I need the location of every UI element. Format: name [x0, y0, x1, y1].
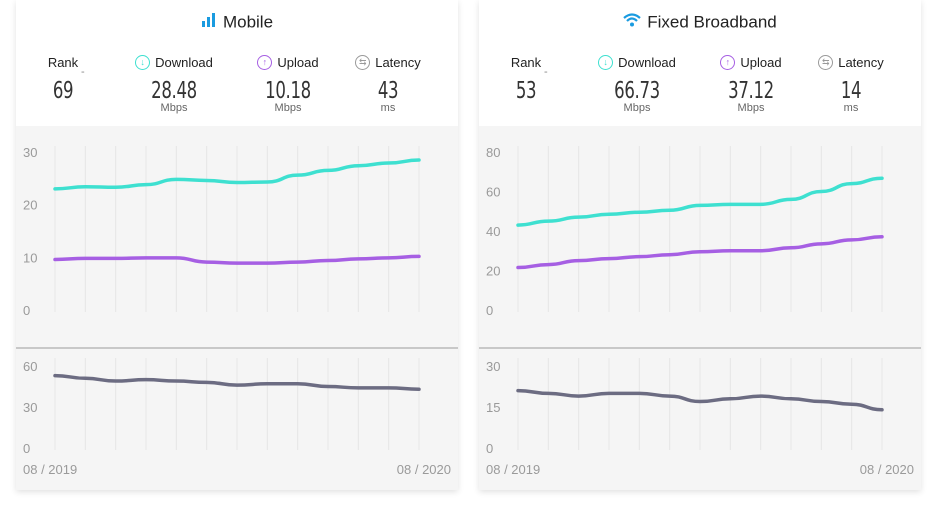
- download-label: ↓ Download: [124, 54, 224, 72]
- latency-unit: ms: [380, 102, 396, 114]
- latency-arrows-icon: ⇆: [355, 55, 371, 71]
- arrow-up-icon: ↑: [720, 55, 736, 71]
- panel-header: Mobile Rank 69 - ↓ Download 28.48 Mbps ↑ U…: [16, 0, 458, 126]
- upload-stat: ↑ Upload 37.12 Mbps: [701, 54, 801, 114]
- download-line: [53, 158, 421, 191]
- latency-stat: ⇆ Latency 14 ms: [801, 54, 901, 114]
- y-tick-label: 40: [486, 224, 500, 239]
- download-unit: Mbps: [623, 102, 651, 114]
- rank-label: Rank: [510, 55, 542, 70]
- latency-stat: ⇆ Latency 43 ms: [338, 54, 438, 114]
- chart-area: 0 10 20 30 0 30 60 08 / 2019 08 / 2020: [16, 126, 458, 490]
- download-stat: ↓ Download 28.48 Mbps: [124, 54, 224, 114]
- upload-value: 10.18: [265, 78, 311, 104]
- y-tick-label: 80: [486, 145, 500, 160]
- latency-line: [516, 388, 884, 412]
- speed-chart: 0 20 40 60 80 0 15 30: [479, 145, 921, 456]
- latency-label: ⇆ Latency: [338, 54, 438, 72]
- upload-stat: ↑ Upload 10.18 Mbps: [238, 54, 338, 114]
- latency-tick-label: 15: [486, 400, 500, 415]
- latency-unit: ms: [843, 102, 859, 114]
- download-line: [516, 176, 884, 227]
- upload-label: ↑ Upload: [701, 54, 801, 72]
- date-start: 08 / 2019: [23, 462, 78, 477]
- speed-chart: 0 10 20 30 0 30 60: [16, 145, 458, 456]
- rank-change: -: [81, 66, 85, 78]
- date-end: 08 / 2020: [859, 462, 914, 477]
- latency-line: [53, 373, 421, 391]
- rank-value: 53: [515, 78, 537, 104]
- upload-unit: Mbps: [737, 102, 765, 114]
- signal-bars-icon: [201, 12, 217, 33]
- wifi-icon: [623, 12, 641, 33]
- latency-tick-label: 0: [486, 441, 493, 456]
- fixed-broadband-panel: Fixed Broadband Rank 53 - ↓ Download 66.7…: [479, 0, 921, 490]
- latency-value: 14: [840, 78, 862, 104]
- y-tick-label: 10: [23, 250, 37, 265]
- y-tick-label: 20: [486, 264, 500, 279]
- date-start: 08 / 2019: [486, 462, 541, 477]
- y-tick-label: 30: [23, 145, 37, 160]
- panel-header: Fixed Broadband Rank 53 - ↓ Download 66.7…: [479, 0, 921, 126]
- y-tick-label: 20: [23, 198, 37, 213]
- latency-tick-label: 60: [23, 359, 37, 374]
- latency-tick-label: 30: [23, 400, 37, 415]
- mobile-panel: Mobile Rank 69 - ↓ Download 28.48 Mbps ↑ U…: [16, 0, 458, 490]
- download-value: 28.48: [151, 78, 197, 104]
- y-tick-label: 60: [486, 185, 500, 200]
- rank-stat: Rank 69: [13, 54, 113, 104]
- rank-change: -: [544, 66, 548, 78]
- rank-value: 69: [52, 78, 74, 104]
- latency-label: ⇆ Latency: [801, 54, 901, 72]
- download-stat: ↓ Download 66.73 Mbps: [587, 54, 687, 114]
- latency-value: 43: [377, 78, 399, 104]
- arrow-up-icon: ↑: [257, 55, 273, 71]
- upload-label: ↑ Upload: [238, 54, 338, 72]
- latency-tick-label: 30: [486, 359, 500, 374]
- chart-area: 0 20 40 60 80 0 15 30 08 / 2019 08 / 2020: [479, 126, 921, 490]
- panel-title: Fixed Broadband: [479, 12, 921, 33]
- download-unit: Mbps: [160, 102, 188, 114]
- upload-value: 37.12: [728, 78, 774, 104]
- download-label: ↓ Download: [587, 54, 687, 72]
- upload-line: [516, 234, 884, 270]
- download-value: 66.73: [614, 78, 660, 104]
- y-tick-label: 0: [23, 303, 30, 318]
- latency-arrows-icon: ⇆: [818, 55, 834, 71]
- rank-label: Rank: [47, 55, 79, 70]
- upload-unit: Mbps: [274, 102, 302, 114]
- arrow-down-icon: ↓: [598, 55, 614, 71]
- date-end: 08 / 2020: [396, 462, 451, 477]
- arrow-down-icon: ↓: [135, 55, 151, 71]
- latency-tick-label: 0: [23, 441, 30, 456]
- y-tick-label: 0: [486, 303, 493, 318]
- upload-line: [53, 254, 421, 265]
- rank-stat: Rank 53: [476, 54, 576, 104]
- panel-title: Mobile: [16, 12, 458, 33]
